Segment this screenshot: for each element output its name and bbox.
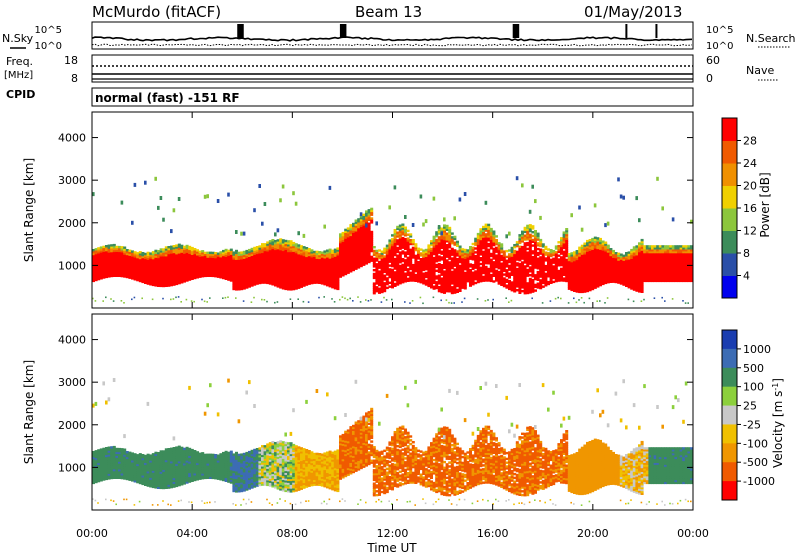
freq-unit: [MHz]	[4, 70, 33, 81]
station-title: McMurdo (fitACF)	[92, 3, 221, 21]
power-colorbar-tick-6: 28	[743, 135, 757, 148]
nsearch-label: N.Search	[746, 32, 796, 45]
velocity-colorbar-tick-4: -25	[743, 418, 761, 431]
power-colorbar-tick-0: 4	[743, 270, 750, 283]
cpid-panel: normal (fast) -151 RF	[91, 87, 694, 107]
power-y-tick-3: 4000	[58, 132, 86, 145]
nave-tick-bottom: 0	[706, 72, 713, 85]
nsky-panel: 10^5 10^0 N.Sky 10^5 10^0 N.Search	[2, 21, 796, 52]
velocity-colorbar: 1000 500 100 25 -25 -100 -500 -1000 Velocity [m…	[721, 329, 785, 501]
x-tick-1: 04:00	[176, 527, 208, 540]
nsearch-tick-top: 10^5	[706, 25, 733, 36]
velocity-heatmap-cells	[92, 378, 693, 506]
power-y-tick-0: 1000	[58, 259, 86, 272]
nsearch-tick-bottom: 10^0	[706, 41, 733, 52]
velocity-colorbar-tick-6: -500	[743, 456, 768, 469]
freq-label: Freq.	[6, 55, 33, 68]
velocity-colorbar-tick-0: 1000	[743, 343, 771, 356]
x-tick-2: 08:00	[276, 527, 308, 540]
power-colorbar-label: Power [dB]	[758, 172, 772, 237]
velocity-colorbar-tick-1: 500	[743, 362, 764, 375]
freq-tick-top: 18	[64, 54, 78, 67]
power-colorbar-tick-5: 24	[743, 157, 757, 170]
nsky-tick-bottom: 10^0	[35, 41, 62, 52]
power-colorbar-tick-4: 20	[743, 180, 757, 193]
velocity-panel: 1000 2000 3000 4000 Slant Range [km]	[22, 313, 694, 511]
velocity-colorbar-tick-2: 100	[743, 381, 764, 394]
nsky-tick-top: 10^5	[35, 25, 62, 36]
power-panel: 1000 2000 3000 4000 Slant Range [km]	[22, 111, 694, 309]
velocity-y-tick-0: 1000	[58, 461, 86, 474]
velocity-y-tick-3: 4000	[58, 334, 86, 347]
x-axis: 00:00 04:00 08:00 12:00 16:00 20:00 00:00	[76, 112, 709, 540]
power-y-tick-2: 3000	[58, 174, 86, 187]
x-tick-0: 00:00	[76, 527, 108, 540]
freq-tick-bottom: 8	[71, 72, 78, 85]
velocity-colorbar-tick-7: -1000	[743, 475, 775, 488]
velocity-colorbar-tick-3: 25	[743, 400, 757, 413]
power-y-tick-1: 2000	[58, 217, 86, 230]
power-colorbar-tick-3: 16	[743, 202, 757, 215]
cpid-value: normal (fast) -151 RF	[95, 91, 240, 105]
x-tick-5: 20:00	[577, 527, 609, 540]
velocity-colorbar-tick-5: -100	[743, 437, 768, 450]
velocity-y-axis: 1000 2000 3000 4000	[58, 334, 693, 474]
date-title: 01/May/2013	[584, 3, 682, 21]
nave-tick-top: 60	[706, 54, 720, 67]
power-y-label: Slant Range [km]	[22, 158, 36, 262]
power-colorbar-tick-2: 12	[743, 225, 757, 238]
power-y-axis: 1000 2000 3000 4000	[58, 132, 693, 272]
nsky-label: N.Sky	[2, 32, 34, 45]
nave-label: Nave	[746, 64, 774, 77]
velocity-y-tick-2: 3000	[58, 376, 86, 389]
cpid-label: CPID	[6, 88, 35, 101]
velocity-y-label: Slant Range [km]	[22, 360, 36, 464]
x-tick-3: 12:00	[377, 527, 409, 540]
velocity-colorbar-label: Velocity [m s-1]	[771, 378, 785, 468]
power-heatmap-cells	[92, 176, 693, 305]
power-colorbar-tick-1: 8	[743, 247, 750, 260]
freq-panel: 18 8 Freq. [MHz] 60 0 Nave CPID	[4, 54, 778, 101]
x-tick-4: 16:00	[477, 527, 509, 540]
beam-title: Beam 13	[355, 3, 422, 21]
power-colorbar: 4 8 12 16 20 24 28 Power [dB]	[721, 117, 772, 299]
nsky-trace	[91, 24, 693, 47]
x-tick-6: 00:00	[677, 527, 709, 540]
velocity-y-tick-1: 2000	[58, 419, 86, 432]
x-axis-label: Time UT	[366, 541, 417, 554]
